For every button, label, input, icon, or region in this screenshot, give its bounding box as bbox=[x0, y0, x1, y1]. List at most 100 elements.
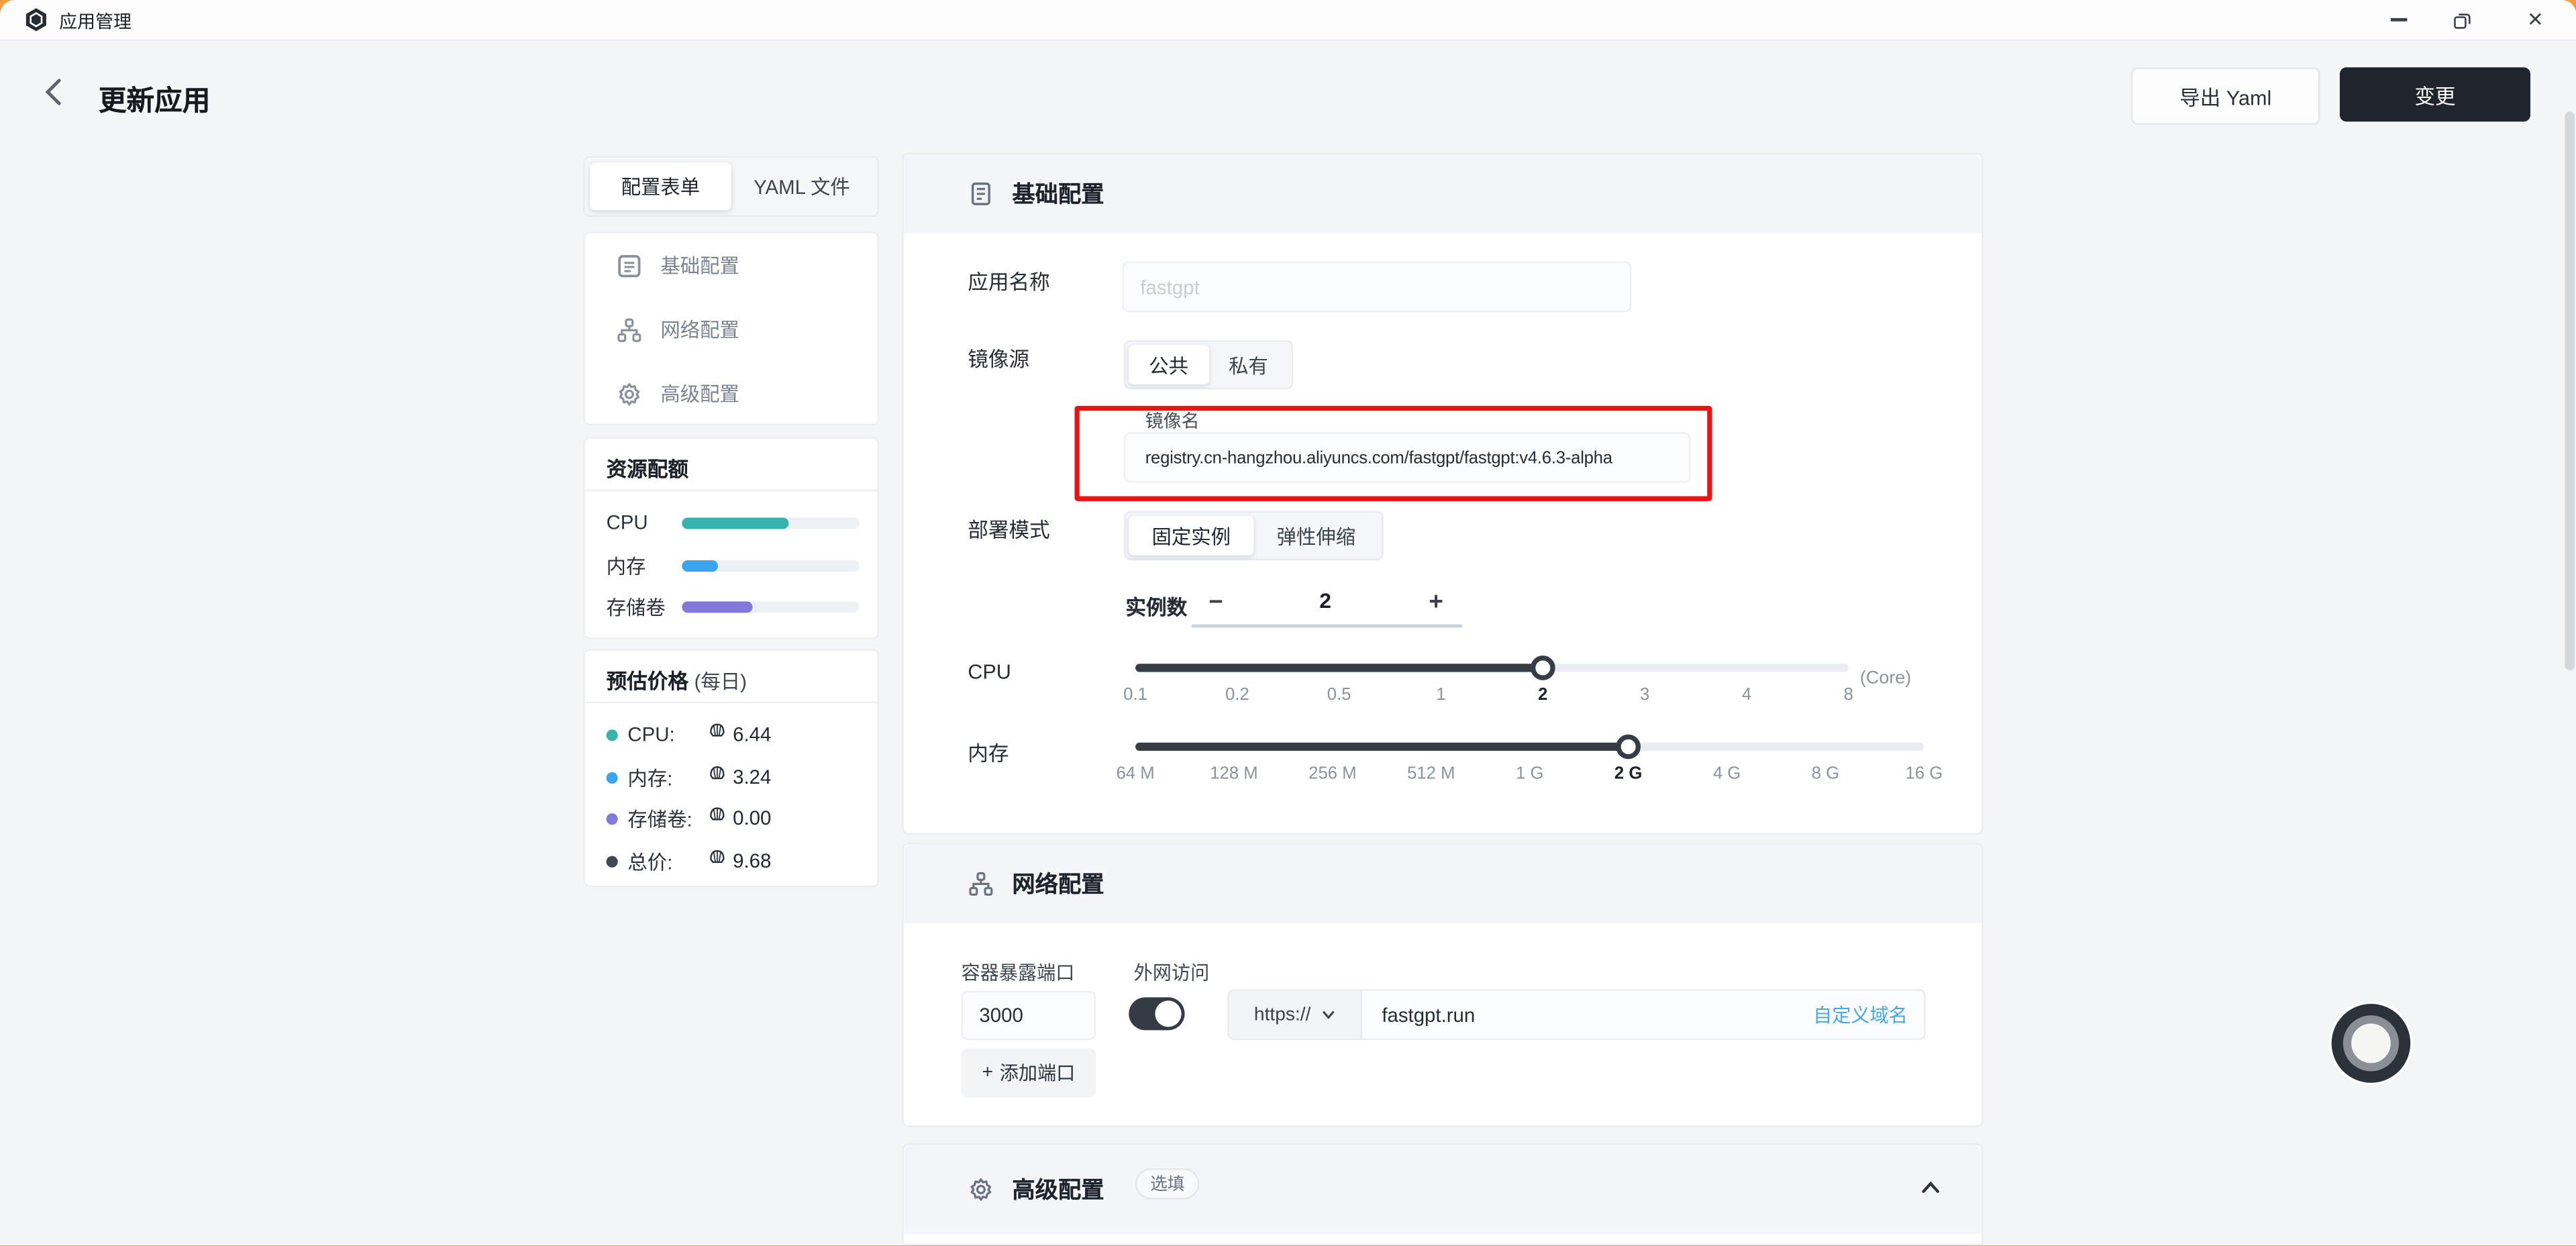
tab-private[interactable]: 私有 bbox=[1228, 354, 1268, 377]
container-port-input[interactable] bbox=[961, 990, 1096, 1041]
protocol-value: https:// bbox=[1253, 1004, 1311, 1025]
network-config-header: 网络配置 bbox=[903, 844, 1982, 924]
price-row-total: 总价: 9.68 bbox=[606, 845, 862, 878]
tab-public[interactable]: 公共 bbox=[1129, 345, 1209, 384]
collapse-button[interactable] bbox=[1919, 1176, 1942, 1199]
slider-tick[interactable]: 512 M bbox=[1407, 764, 1455, 784]
price-value: 0.00 bbox=[733, 807, 772, 830]
domain-group: https:// 自定义域名 bbox=[1227, 989, 1926, 1041]
optional-badge: 选填 bbox=[1135, 1168, 1200, 1200]
domain-input[interactable] bbox=[1361, 1002, 1814, 1027]
slider-tick[interactable]: 128 M bbox=[1210, 764, 1258, 784]
toggle-knob bbox=[1155, 1000, 1182, 1027]
slider-tick[interactable]: 3 bbox=[1639, 685, 1650, 705]
slider-tick[interactable]: 0.5 bbox=[1327, 685, 1351, 705]
legend-dot bbox=[606, 812, 618, 825]
price-value: 6.44 bbox=[733, 723, 772, 746]
cursor-indicator bbox=[2331, 1004, 2411, 1083]
card-title: 高级配置 bbox=[1012, 1176, 1104, 1203]
slider-handle[interactable] bbox=[1616, 734, 1641, 760]
price-row-storage: 存储卷: 0.00 bbox=[606, 802, 862, 835]
replicas-minus-button[interactable]: − bbox=[1208, 587, 1223, 616]
scrollbar-thumb[interactable] bbox=[2565, 111, 2575, 671]
quota-label: 内存 bbox=[606, 554, 646, 578]
divider bbox=[584, 701, 878, 704]
chevron-down-icon bbox=[1322, 1010, 1335, 1019]
page-title: 更新应用 bbox=[98, 85, 211, 117]
memory-slider[interactable]: 64 M 128 M 256 M 512 M 1 G 2 G 4 G 8 G 16 G bbox=[1116, 728, 1943, 794]
image-source-tabs: 公共 私有 bbox=[1123, 340, 1294, 390]
price-label: 存储卷: bbox=[627, 807, 692, 831]
slider-track[interactable] bbox=[1135, 734, 1924, 760]
apply-button[interactable]: 变更 bbox=[2339, 67, 2530, 122]
back-button[interactable] bbox=[40, 76, 76, 115]
cpu-slider[interactable]: 0.1 0.2 0.5 1 2 3 4 8 bbox=[1123, 649, 1853, 715]
stepper-underline bbox=[1191, 624, 1463, 628]
sidebar-item-advanced-config[interactable]: 高级配置 bbox=[585, 362, 878, 425]
restore-button[interactable] bbox=[2430, 0, 2493, 40]
progress-track bbox=[682, 600, 860, 613]
cursor-indicator-inner bbox=[2342, 1015, 2400, 1072]
tab-config-form[interactable]: 配置表单 bbox=[590, 162, 731, 211]
tab-auto-scale[interactable]: 弹性伸缩 bbox=[1276, 525, 1356, 548]
slider-fill bbox=[1135, 742, 1629, 751]
slider-tick[interactable]: 16 G bbox=[1905, 764, 1943, 784]
slider-tick[interactable]: 8 bbox=[1843, 685, 1853, 705]
price-row-memory: 内存: 3.24 bbox=[606, 761, 862, 794]
resource-quota-panel: 资源配额 CPU 内存 存储卷 bbox=[583, 437, 880, 639]
slider-ticks: 0.1 0.2 0.5 1 2 3 4 8 bbox=[1123, 685, 1853, 708]
tab-yaml-file[interactable]: YAML 文件 bbox=[754, 176, 850, 199]
slider-tick[interactable]: 8 G bbox=[1811, 764, 1840, 784]
titlebar: 应用管理 ✕ bbox=[0, 0, 2576, 42]
slider-track[interactable] bbox=[1135, 656, 1849, 680]
advanced-config-card: 高级配置 选填 bbox=[902, 1143, 1983, 1246]
slider-tick[interactable]: 2 bbox=[1538, 685, 1548, 705]
advanced-config-header[interactable]: 高级配置 bbox=[903, 1145, 1982, 1234]
custom-domain-link[interactable]: 自定义域名 bbox=[1813, 1006, 1908, 1027]
divider bbox=[584, 489, 878, 492]
slider-handle[interactable] bbox=[1530, 656, 1555, 680]
replicas-plus-button[interactable]: + bbox=[1429, 587, 1443, 616]
slider-tick[interactable]: 64 M bbox=[1116, 764, 1155, 784]
network-icon bbox=[615, 315, 643, 344]
slider-tick[interactable]: 0.1 bbox=[1123, 685, 1147, 705]
minimize-icon bbox=[2390, 18, 2408, 21]
protocol-select[interactable]: https:// bbox=[1229, 990, 1362, 1039]
restore-icon bbox=[2453, 13, 2470, 28]
slider-tick[interactable]: 4 G bbox=[1712, 764, 1741, 784]
export-yaml-button[interactable]: 导出 Yaml bbox=[2130, 67, 2320, 125]
slider-tick[interactable]: 1 bbox=[1436, 685, 1446, 705]
minimize-button[interactable] bbox=[2368, 0, 2430, 40]
app-name-input[interactable] bbox=[1122, 261, 1632, 313]
slider-tick[interactable]: 4 bbox=[1741, 685, 1752, 705]
config-mode-tabs: 配置表单 YAML 文件 bbox=[583, 156, 880, 217]
add-port-label: 添加端口 bbox=[999, 1064, 1076, 1085]
price-value: 9.68 bbox=[733, 849, 772, 873]
price-subtitle: (每日) bbox=[694, 670, 747, 694]
container-port-label: 容器暴露端口 bbox=[961, 964, 1075, 984]
external-access-toggle[interactable] bbox=[1129, 997, 1185, 1031]
section-nav: 基础配置 网络配置 高级配置 bbox=[583, 231, 880, 426]
currency-shell-icon bbox=[707, 803, 728, 833]
slider-tick[interactable]: 256 M bbox=[1308, 764, 1357, 784]
quota-row-storage: 存储卷 bbox=[607, 590, 860, 623]
sidebar-item-network-config[interactable]: 网络配置 bbox=[585, 297, 878, 361]
tab-fixed-instance[interactable]: 固定实例 bbox=[1129, 515, 1254, 556]
currency-shell-icon bbox=[707, 720, 728, 749]
price-label: CPU: bbox=[627, 723, 675, 746]
gear-icon bbox=[968, 1176, 994, 1202]
price-title: 预估价格 (每日) bbox=[606, 670, 747, 694]
sidebar-item-basic-config[interactable]: 基础配置 bbox=[585, 233, 878, 297]
legend-dot bbox=[606, 855, 618, 867]
price-label: 总价: bbox=[627, 850, 673, 874]
slider-tick[interactable]: 0.2 bbox=[1225, 685, 1249, 705]
slider-tick[interactable]: 2 G bbox=[1614, 764, 1643, 784]
quota-label: CPU bbox=[606, 511, 648, 534]
close-button[interactable]: ✕ bbox=[2527, 8, 2544, 32]
slider-tick[interactable]: 1 G bbox=[1516, 764, 1544, 784]
image-name-input[interactable] bbox=[1123, 432, 1691, 483]
cpu-unit-label: (Core) bbox=[1859, 668, 1912, 689]
add-port-button[interactable]: + 添加端口 bbox=[961, 1048, 1096, 1098]
replicas-value: 2 bbox=[1319, 588, 1332, 613]
